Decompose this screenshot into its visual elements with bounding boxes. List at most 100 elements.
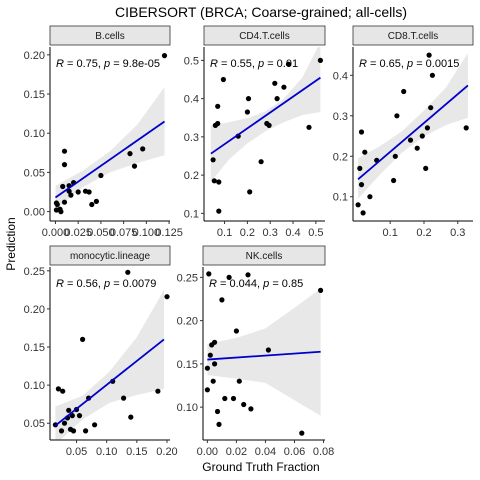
data-point — [83, 428, 89, 434]
data-point — [214, 408, 221, 415]
regression-line — [54, 120, 166, 199]
data-point — [68, 192, 74, 198]
x-tick-label: 0.2 — [240, 227, 255, 239]
data-point — [210, 378, 216, 384]
plot-area — [204, 271, 324, 436]
data-point — [272, 80, 278, 86]
data-point — [407, 137, 414, 143]
x-tick-label: 0.4 — [285, 227, 300, 239]
data-point — [155, 388, 161, 394]
facet-strip — [49, 245, 171, 266]
facet-strip-label: monocytic.lineage — [70, 251, 150, 262]
data-point — [355, 202, 361, 208]
x-tick-label: 0.06 — [284, 446, 305, 458]
x-axis-title: Ground Truth Fraction — [202, 460, 319, 474]
y-tick-label: 0.3 — [333, 111, 348, 123]
data-point — [215, 103, 221, 109]
y-tick-label: 0.1 — [333, 192, 348, 204]
data-point — [55, 386, 62, 392]
data-point — [285, 61, 292, 67]
data-point — [265, 347, 271, 353]
correlation-annotation: R = 0.75, p = 9.8e-05 — [56, 58, 160, 70]
correlation-annotation: R = 0.65, p = 0.0015 — [359, 58, 459, 70]
data-point — [70, 428, 77, 434]
data-point — [392, 153, 398, 159]
data-point — [274, 96, 280, 102]
data-point — [414, 145, 420, 151]
plot-area — [355, 52, 469, 216]
data-point — [358, 129, 365, 135]
y-tick-label: 0.15 — [24, 342, 45, 354]
data-point — [318, 287, 324, 293]
y-tick-label: 0.10 — [177, 402, 198, 414]
facet-strip — [202, 245, 326, 266]
panel-b-cells: B.cells0.000.050.100.150.200.0000.0250.0… — [24, 25, 183, 239]
data-point — [127, 151, 133, 157]
data-point — [54, 201, 60, 208]
data-point — [131, 163, 138, 169]
data-point — [207, 352, 213, 358]
data-point — [61, 199, 68, 205]
data-point — [98, 172, 104, 179]
x-tick-label: 0.3 — [450, 227, 465, 239]
regression-line — [357, 84, 469, 181]
data-point — [60, 183, 66, 190]
chart-title: CIBERSORT (BRCA; Coarse-grained; all-cel… — [115, 4, 407, 20]
data-point — [121, 395, 127, 401]
x-tick-label: 0.1 — [383, 227, 398, 239]
x-tick-label: 0.1 — [217, 227, 232, 239]
correlation-annotation: R = 0.56, p = 0.0079 — [56, 278, 156, 290]
facet-strip-label: CD4.T.cells — [239, 31, 290, 42]
data-point — [248, 406, 254, 412]
facet-panels: B.cells0.000.050.100.150.200.0000.0250.0… — [24, 25, 474, 458]
panel-cd4-t-cells: CD4.T.cells 0.1 0.2 0.3 0.4 0.5 0.1 0.2 0.3 0.4 0.… — [184, 25, 326, 239]
data-point — [258, 159, 264, 165]
data-point — [80, 336, 86, 342]
y-tick-label: 0.15 — [24, 89, 45, 101]
data-point — [394, 113, 400, 119]
x-tick-label: 0.15 — [126, 446, 147, 458]
facet-strip-label: CD8.T.cells — [388, 31, 439, 42]
data-point — [164, 294, 170, 300]
y-tick-label: 0.10 — [24, 380, 45, 392]
x-tick-label: 0.025 — [64, 227, 92, 239]
facet-strip — [352, 25, 474, 46]
data-point — [66, 407, 72, 413]
panel-nk-cells: NK.cells 0.10 0.15 0.20 0.25 0.00 0.02 0.04 0.06… — [177, 245, 334, 458]
data-point — [463, 125, 469, 131]
y-tick-label: 0.20 — [177, 316, 198, 328]
data-point — [93, 198, 99, 204]
data-point — [212, 361, 218, 367]
y-axis-title: Prediction — [4, 217, 18, 270]
x-tick-label: 0.08 — [313, 446, 334, 458]
data-point — [428, 105, 434, 111]
data-point — [299, 430, 305, 436]
y-tick-label: 0.10 — [24, 128, 45, 140]
data-point — [247, 189, 253, 195]
y-tick-label: 0.3 — [184, 132, 199, 144]
y-tick-label: 0.25 — [24, 266, 45, 278]
y-tick-label: 0.15 — [177, 359, 198, 371]
x-tick-label: 0.100 — [133, 227, 161, 239]
regression-line — [207, 350, 321, 361]
data-point — [245, 96, 252, 102]
data-point — [226, 274, 232, 280]
data-point — [161, 53, 168, 59]
data-point — [204, 365, 210, 371]
regression-line — [210, 76, 321, 155]
x-tick-label: 0.050 — [87, 227, 115, 239]
y-tick-label: 0.00 — [24, 207, 45, 219]
plot-area — [52, 269, 170, 440]
data-point — [220, 76, 226, 83]
data-point — [61, 420, 68, 426]
plot-area — [210, 47, 323, 214]
facet-strip — [203, 25, 326, 46]
data-point — [86, 189, 92, 195]
data-point — [125, 269, 131, 275]
data-point — [317, 57, 323, 64]
x-tick-label: 0.00 — [197, 446, 218, 458]
facet-strip — [49, 25, 171, 46]
data-point — [429, 72, 435, 78]
data-point — [219, 297, 225, 303]
